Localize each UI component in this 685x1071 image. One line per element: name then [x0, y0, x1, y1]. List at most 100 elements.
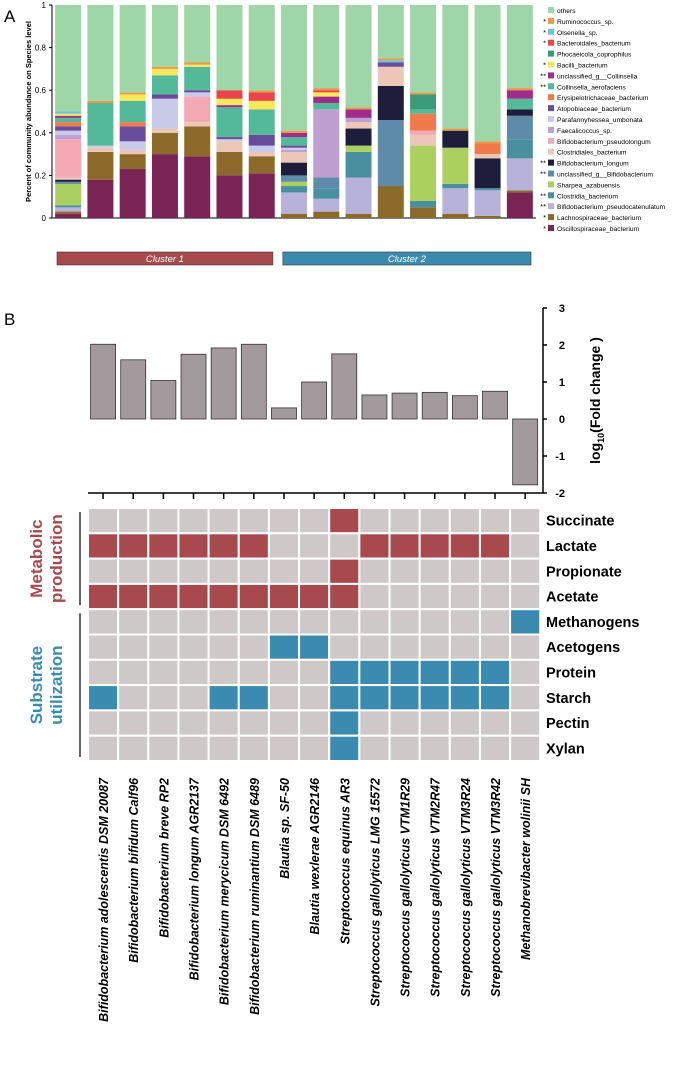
- a-bar-segment: [151, 128, 178, 133]
- a-bar-segment: [55, 177, 82, 180]
- heatmap-cell: [117, 633, 150, 661]
- heatmap-cell: [207, 684, 240, 712]
- legend-significance-mark: *: [543, 224, 546, 233]
- strain-name-label: Bifidobacterium breve RP2: [157, 778, 171, 938]
- legend-label: Erysipelotrichaceae_bacterium: [557, 95, 649, 102]
- strain-name-label: Streptococcus gallolyticus VTM2R47: [429, 777, 443, 997]
- a-bar-segment: [442, 128, 469, 131]
- heatmap-cell: [267, 532, 301, 560]
- a-bar-segment-others: [442, 5, 469, 129]
- fold-change-bar: [451, 395, 478, 420]
- a-bar-segment-others: [410, 5, 437, 93]
- heatmap-cell: [87, 532, 120, 560]
- a-bar-segment: [184, 92, 211, 97]
- legend-swatch: [548, 94, 554, 101]
- heatmap-cell: [237, 734, 270, 763]
- heatmap-cell: [207, 734, 240, 763]
- legend-swatch: [548, 203, 554, 210]
- heatmap-cell: [418, 709, 451, 737]
- strain-name-label: Streptococcus equinus AR3: [338, 778, 352, 944]
- b-y-tick-label: 2: [559, 340, 565, 352]
- a-bar-segment: [216, 175, 243, 218]
- a-bar-segment: [119, 100, 146, 123]
- heatmap-cell: [177, 582, 210, 611]
- heatmap-cell: [509, 507, 542, 535]
- fold-change-bar: [180, 353, 207, 420]
- a-bar-segment: [506, 139, 533, 159]
- a-bar-segment: [345, 128, 372, 146]
- legend-label: Bacteroidales_bacterium: [557, 41, 631, 48]
- fold-change-bar: [482, 390, 508, 420]
- heatmap-cell: [358, 633, 391, 661]
- heatmap-cell: [448, 633, 481, 661]
- heatmap-cell: [388, 557, 421, 585]
- cluster-bar: [56, 251, 274, 266]
- heatmap-cell: [388, 734, 421, 763]
- a-bar-segment: [119, 122, 146, 127]
- a-bar-segment: [474, 141, 501, 144]
- heatmap-cell: [509, 532, 542, 560]
- heatmap-cell: [177, 684, 210, 712]
- heatmap-cell: [509, 608, 542, 636]
- fold-change-bar: [240, 343, 267, 420]
- heatmap-cell: [328, 582, 361, 611]
- heatmap-cell: [237, 532, 270, 560]
- a-bar-segment: [474, 143, 501, 155]
- heatmap-row-label: Propionate: [546, 564, 622, 580]
- heatmap-cell: [388, 532, 421, 560]
- a-bar-segment: [442, 130, 469, 148]
- heatmap-cell: [177, 633, 210, 661]
- heatmap-cell: [418, 734, 451, 763]
- heatmap-cell: [298, 532, 331, 560]
- a-bar-segment: [55, 183, 82, 206]
- heatmap-cell: [418, 557, 451, 585]
- heatmap-cell: [117, 557, 150, 585]
- heatmap-group-label: utilization: [47, 645, 66, 724]
- heatmap-group-label: production: [47, 514, 66, 603]
- heatmap-cell: [509, 633, 542, 661]
- a-bar-segment: [377, 66, 404, 86]
- b-y-tick-label: -2: [555, 488, 565, 500]
- b-y-tick-label: 1: [559, 377, 565, 389]
- heatmap-cell: [418, 507, 451, 535]
- heatmap-cell: [147, 633, 180, 661]
- legend-significance-mark: *: [543, 213, 546, 222]
- b-y-tick-label: 0: [559, 414, 565, 426]
- legend-label: Bifidobacterium_pseudocatenulatum: [557, 204, 666, 211]
- a-bar-segment: [184, 126, 211, 157]
- strain-name-label: Bifidobacterium longum AGR2137: [188, 777, 202, 980]
- a-bar-segment: [55, 115, 82, 118]
- heatmap-cell: [358, 557, 391, 585]
- heatmap-cell: [328, 608, 361, 636]
- panel-b-fold-change-bar-chart: -2 -1 0 1 2 3 log10(Fold change ): [88, 303, 606, 500]
- panel-label-b: B: [4, 310, 15, 329]
- a-bar-segment: [248, 92, 275, 101]
- a-bar-segment: [281, 181, 307, 187]
- a-bar-segment: [410, 92, 437, 95]
- a-bar-segment: [151, 154, 178, 218]
- legend-swatch: [548, 61, 554, 68]
- strain-name-label: Streptococcus gallolyticus LMG 15572: [368, 778, 382, 1007]
- a-bar-segment-others: [474, 5, 501, 142]
- heatmap-cell: [117, 507, 150, 535]
- a-bar-segment: [55, 134, 82, 140]
- heatmap-cell: [267, 709, 301, 737]
- heatmap-cell: [448, 608, 481, 636]
- fold-change-bar: [301, 381, 328, 420]
- a-y-tick-label: 0: [42, 214, 47, 223]
- legend-swatch: [548, 28, 554, 35]
- heatmap-cell: [117, 608, 150, 636]
- legend-swatch: [548, 192, 554, 199]
- a-bar-segment-others: [151, 5, 178, 67]
- a-bar-segment: [474, 190, 501, 216]
- legend-label: unclassified_g__Bifidobacterium: [557, 172, 653, 179]
- heatmap-cell: [448, 532, 481, 560]
- a-bar-segment: [410, 134, 437, 146]
- a-y-axis-label: Percent of community abundance on Specie…: [24, 21, 33, 202]
- heatmap-cell: [267, 507, 301, 535]
- heatmap-cell: [358, 709, 391, 737]
- strain-name-label: Streptococcus gallolyticus VTM3R42: [489, 778, 503, 997]
- a-bar-segment: [410, 207, 437, 218]
- a-bar-segment-others: [506, 5, 533, 89]
- a-bar-segment: [506, 158, 533, 191]
